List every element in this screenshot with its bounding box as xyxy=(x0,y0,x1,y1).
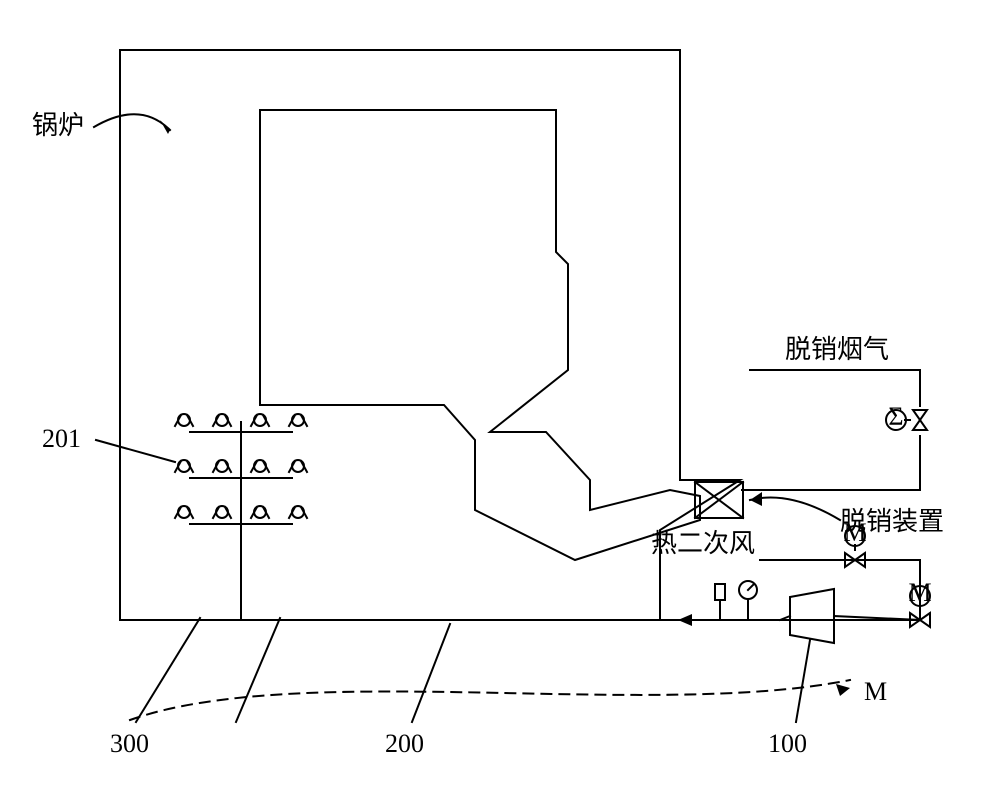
svg-text:热二次风: 热二次风 xyxy=(651,529,755,558)
svg-text:M: M xyxy=(864,677,887,706)
svg-text:脱销烟气: 脱销烟气 xyxy=(785,335,889,364)
svg-text:200: 200 xyxy=(385,729,424,758)
svg-text:100: 100 xyxy=(768,729,807,758)
svg-text:300: 300 xyxy=(110,729,149,758)
svg-text:Σ: Σ xyxy=(888,402,903,431)
svg-text:锅炉: 锅炉 xyxy=(32,111,84,140)
svg-text:201: 201 xyxy=(42,424,81,453)
svg-text:脱销装置: 脱销装置 xyxy=(840,507,944,536)
